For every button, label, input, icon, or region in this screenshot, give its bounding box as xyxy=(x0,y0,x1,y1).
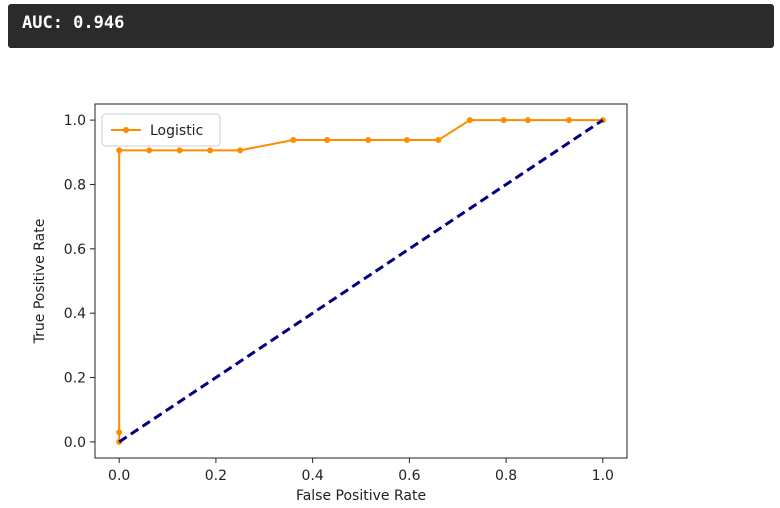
legend-label-logistic: Logistic xyxy=(150,123,203,139)
y-tick-label: 0.4 xyxy=(64,306,86,322)
y-tick-label: 0.6 xyxy=(64,242,86,258)
legend-box xyxy=(101,113,221,147)
series-point-logistic xyxy=(290,137,297,144)
x-tick-label: 0.0 xyxy=(108,468,130,484)
y-tick-label: 0.0 xyxy=(64,435,86,451)
x-tick-label: 0.8 xyxy=(495,468,517,484)
x-tick-label: 0.4 xyxy=(302,468,324,484)
series-point-logistic xyxy=(237,147,244,154)
series-point-logistic xyxy=(403,137,410,144)
series-point-logistic xyxy=(176,147,183,154)
x-tick-label: 1.0 xyxy=(592,468,614,484)
series-point-logistic xyxy=(365,137,372,144)
y-axis-label: True Positive Rate xyxy=(32,219,48,345)
baseline-diagonal-line xyxy=(118,118,604,444)
series-point-logistic xyxy=(207,147,214,154)
x-tick-label: 0.6 xyxy=(398,468,420,484)
plot-frame xyxy=(94,103,628,459)
series-point-logistic xyxy=(116,147,123,154)
x-tick-label: 0.2 xyxy=(205,468,227,484)
y-tick-label: 0.8 xyxy=(64,177,86,193)
x-axis-label: False Positive Rate xyxy=(296,488,426,504)
series-point-logistic xyxy=(116,429,123,436)
y-tick-label: 0.2 xyxy=(64,371,86,387)
series-point-logistic xyxy=(324,137,331,144)
series-point-logistic xyxy=(565,117,572,124)
series-point-logistic xyxy=(146,147,153,154)
auc-output-text: AUC: 0.946 xyxy=(22,13,125,33)
legend-marker-logistic xyxy=(123,127,129,133)
series-point-logistic xyxy=(435,137,442,144)
series-point-logistic xyxy=(466,117,473,124)
y-tick-label: 1.0 xyxy=(64,113,86,129)
series-point-logistic xyxy=(524,117,531,124)
output-cell: AUC: 0.946 xyxy=(8,4,774,48)
series-point-logistic xyxy=(500,117,507,124)
